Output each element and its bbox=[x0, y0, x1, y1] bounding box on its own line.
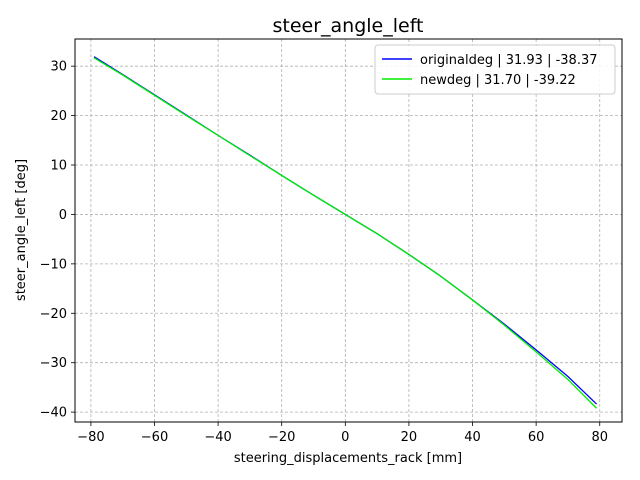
y-tick-label: −30 bbox=[40, 356, 67, 371]
x-tick-label: 20 bbox=[401, 430, 418, 445]
x-tick-label: 80 bbox=[591, 430, 608, 445]
x-tick-label: −40 bbox=[204, 430, 231, 445]
y-tick-label: −20 bbox=[40, 307, 67, 322]
plot-frame bbox=[74, 38, 623, 423]
x-tick-label: 40 bbox=[464, 430, 481, 445]
x-axis-label: steering_displacements_rack [mm] bbox=[234, 451, 462, 466]
y-tick-label: 30 bbox=[50, 60, 67, 75]
axis-ticks: −80 −60 −40 −20 0 20 40 60 80 −40 −30 −20 −10 0 10 20 30 bbox=[40, 60, 608, 445]
x-tick-label: 60 bbox=[528, 430, 545, 445]
y-axis-label: steer_angle_left [deg] bbox=[14, 159, 29, 301]
x-tick-label: 0 bbox=[341, 430, 349, 445]
legend-label-originaldeg: originaldeg | 31.93 | -38.37 bbox=[420, 53, 598, 68]
y-tick-label: −40 bbox=[40, 406, 67, 421]
plot-lines bbox=[93, 56, 598, 409]
legend-label-newdeg: newdeg | 31.70 | -39.22 bbox=[420, 73, 576, 88]
legend-box bbox=[374, 44, 616, 95]
legend: originaldeg | 31.93 | -38.37 newdeg | 31… bbox=[374, 44, 616, 95]
y-tick-label: 20 bbox=[50, 109, 67, 124]
x-tick-label: −80 bbox=[77, 430, 104, 445]
y-tick-label: 10 bbox=[50, 159, 67, 174]
y-tick-label: 0 bbox=[59, 208, 67, 223]
x-tick-label: −20 bbox=[268, 430, 295, 445]
chart-title: steer_angle_left bbox=[272, 15, 423, 37]
y-tick-label: −10 bbox=[40, 257, 67, 272]
x-tick-label: −60 bbox=[141, 430, 168, 445]
series-line-newdeg bbox=[93, 57, 598, 409]
